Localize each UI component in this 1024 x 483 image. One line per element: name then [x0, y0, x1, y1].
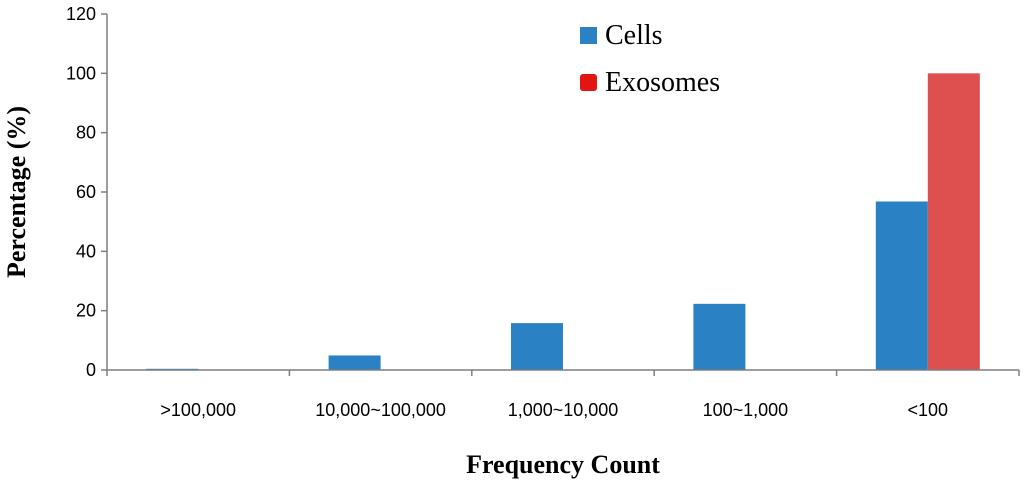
y-tick-label-20: 20 — [76, 301, 96, 321]
x-tick-label-3: 100~1,000 — [703, 400, 789, 420]
y-tick-label-0: 0 — [86, 360, 96, 380]
bar-cells-4 — [875, 201, 928, 370]
legend: Cells Exosomes — [580, 20, 720, 98]
axes: 0 20 40 60 80 100 120 >100,000 10,000~100,000 1,0… — [66, 4, 1020, 420]
x-tick-label-4: <100 — [908, 400, 949, 420]
y-tick-label-80: 80 — [76, 123, 96, 143]
legend-label-exosomes: Exosomes — [605, 67, 720, 98]
bar-exosomes-4 — [927, 73, 980, 370]
plot-area — [146, 73, 980, 370]
x-axis-title: Frequency Count — [466, 450, 660, 479]
x-tick-label-0: >100,000 — [160, 400, 236, 420]
legend-swatch-cells — [580, 27, 597, 44]
bar-cells-3 — [693, 303, 746, 370]
x-tick-label-2: 1,000~10,000 — [508, 400, 619, 420]
bar-cells-2 — [511, 323, 563, 370]
y-tick-label-60: 60 — [76, 182, 96, 202]
y-tick-label-40: 40 — [76, 241, 96, 261]
y-axis-title: Percentage (%) — [2, 106, 31, 278]
x-tick-label-1: 10,000~100,000 — [315, 400, 446, 420]
bar-cells-1 — [328, 355, 381, 370]
legend-label-cells: Cells — [605, 20, 663, 51]
y-tick-label-100: 100 — [66, 63, 96, 83]
y-tick-label-120: 120 — [66, 4, 96, 24]
legend-swatch-exosomes — [580, 74, 597, 91]
